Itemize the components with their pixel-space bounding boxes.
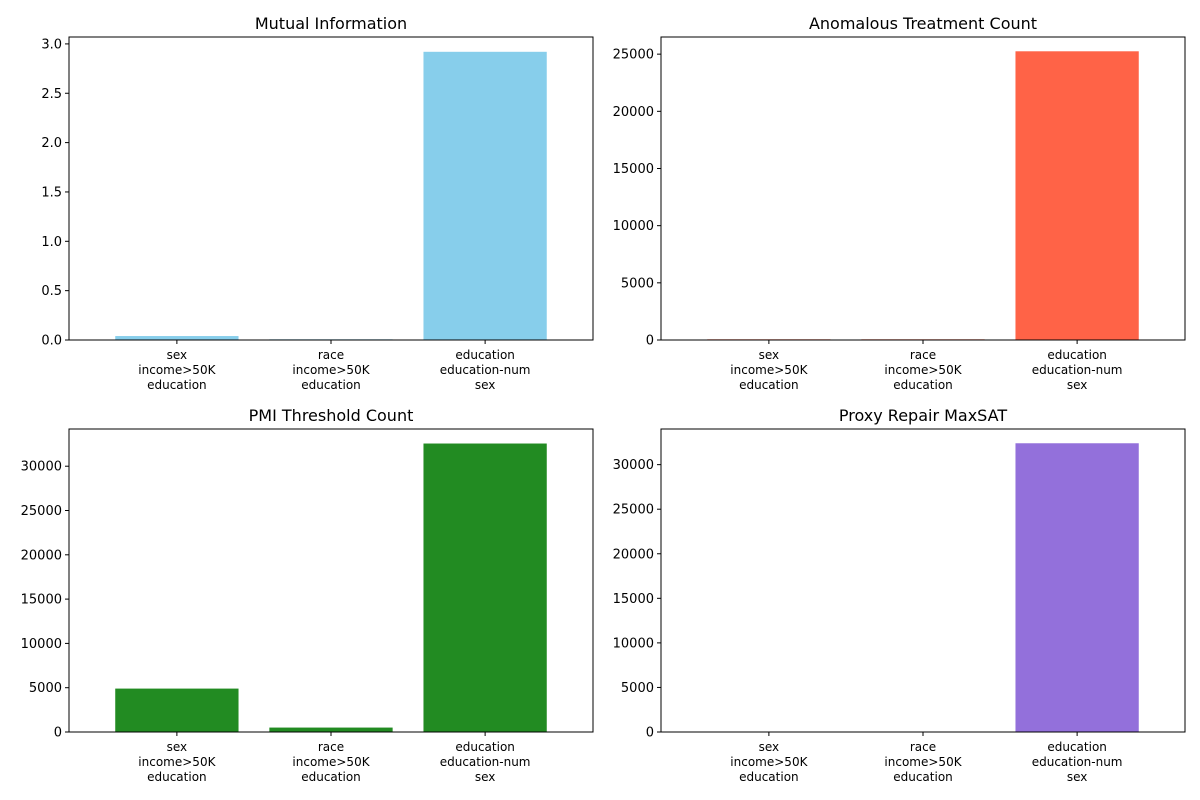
- x-tick-label-2-3: education education-num sex: [1032, 348, 1123, 392]
- x-tick-line: education: [455, 348, 515, 362]
- x-tick-line: income>50K: [138, 755, 216, 769]
- x-tick-label-1-1: sex income>50K education: [138, 348, 216, 392]
- x-tick-label-1-2: race income>50K education: [292, 348, 370, 392]
- x-tick-line: education-num: [1032, 363, 1123, 377]
- x-tick-line: income>50K: [292, 755, 370, 769]
- bar-4-3: [1015, 443, 1139, 732]
- bar-1-3: [423, 51, 547, 341]
- y-tick-label-1-4: 1.5: [41, 185, 62, 200]
- x-tick-label-3-1: sex income>50K education: [138, 740, 216, 784]
- x-tick-line: education: [301, 378, 361, 392]
- chart-title-3: PMI Threshold Count: [249, 406, 414, 425]
- x-tick-line: sex: [759, 348, 780, 362]
- y-tick-label-2-5: 20000: [613, 105, 654, 120]
- axes-frame: [660, 36, 1186, 341]
- x-tick-line: income>50K: [884, 755, 962, 769]
- x-tick-line: education: [301, 770, 361, 784]
- x-tick-line: education-num: [1032, 755, 1123, 769]
- x-tick-label-4-3: education education-num sex: [1032, 740, 1123, 784]
- x-tick-line: race: [910, 740, 936, 754]
- x-tick-line: education-num: [440, 363, 531, 377]
- x-tick-line: race: [910, 348, 936, 362]
- x-tick-line: education: [1047, 348, 1107, 362]
- x-tick-line: education-num: [440, 755, 531, 769]
- x-tick-line: sex: [167, 348, 188, 362]
- y-tick-label-2-6: 25000: [613, 48, 654, 63]
- y-tick-label-3-4: 15000: [21, 593, 62, 608]
- x-tick-line: education: [739, 770, 799, 784]
- x-tick-line: income>50K: [730, 363, 808, 377]
- x-tick-line: education: [147, 378, 207, 392]
- x-tick-line: income>50K: [292, 363, 370, 377]
- x-tick-line: education: [455, 740, 515, 754]
- y-tick-label-4-3: 10000: [613, 636, 654, 651]
- x-tick-label-3-2: race income>50K education: [292, 740, 370, 784]
- x-tick-label-1-3: education education-num sex: [440, 348, 531, 392]
- x-tick-line: education: [147, 770, 207, 784]
- axes-frame: [68, 36, 594, 341]
- y-tick-label-1-5: 2.0: [41, 136, 62, 151]
- y-tick-label-1-7: 3.0: [41, 37, 62, 52]
- x-tick-label-4-1: sex income>50K education: [730, 740, 808, 784]
- y-tick-label-4-6: 25000: [613, 503, 654, 518]
- y-tick-label-4-1: 0: [646, 726, 654, 741]
- x-tick-line: race: [318, 348, 344, 362]
- y-tick-label-2-2: 5000: [621, 276, 654, 291]
- x-tick-line: sex: [475, 770, 496, 784]
- x-tick-line: sex: [475, 378, 496, 392]
- y-tick-label-3-3: 10000: [21, 637, 62, 652]
- y-tick-label-4-4: 15000: [613, 592, 654, 607]
- chart-title-2: Anomalous Treatment Count: [809, 14, 1037, 33]
- y-tick-label-2-4: 15000: [613, 162, 654, 177]
- y-tick-label-1-3: 1.0: [41, 235, 62, 250]
- x-tick-label-3-3: education education-num sex: [440, 740, 531, 784]
- y-tick-label-3-7: 30000: [21, 460, 62, 475]
- chart-title-1: Mutual Information: [255, 14, 407, 33]
- x-tick-label-2-2: race income>50K education: [884, 348, 962, 392]
- y-tick-label-1-1: 0.0: [41, 334, 62, 349]
- y-tick-label-3-1: 0: [54, 726, 62, 741]
- bar-1-1: [115, 336, 239, 340]
- chart-title-4: Proxy Repair MaxSAT: [839, 406, 1007, 425]
- x-tick-line: income>50K: [884, 363, 962, 377]
- y-tick-label-1-6: 2.5: [41, 87, 62, 102]
- y-tick-label-2-1: 0: [646, 334, 654, 349]
- bar-3-2: [269, 727, 393, 732]
- x-tick-line: education: [739, 378, 799, 392]
- y-tick-label-2-3: 10000: [613, 219, 654, 234]
- y-tick-label-4-5: 20000: [613, 547, 654, 562]
- axes-frame: [68, 428, 594, 733]
- x-tick-line: education: [1047, 740, 1107, 754]
- x-tick-label-2-1: sex income>50K education: [730, 348, 808, 392]
- x-tick-label-4-2: race income>50K education: [884, 740, 962, 784]
- x-tick-line: sex: [1067, 378, 1088, 392]
- y-tick-label-1-2: 0.5: [41, 284, 62, 299]
- x-tick-line: sex: [759, 740, 780, 754]
- axes-frame: [660, 428, 1186, 733]
- y-tick-label-4-2: 5000: [621, 681, 654, 696]
- y-tick-label-3-5: 20000: [21, 548, 62, 563]
- x-tick-line: income>50K: [138, 363, 216, 377]
- x-tick-line: education: [893, 378, 953, 392]
- x-tick-line: race: [318, 740, 344, 754]
- x-tick-line: education: [893, 770, 953, 784]
- x-tick-line: sex: [1067, 770, 1088, 784]
- y-tick-label-3-6: 25000: [21, 504, 62, 519]
- bar-2-3: [1015, 51, 1139, 340]
- x-tick-line: sex: [167, 740, 188, 754]
- bar-3-1: [115, 688, 239, 732]
- y-tick-label-4-7: 30000: [613, 458, 654, 473]
- x-tick-line: income>50K: [730, 755, 808, 769]
- bar-3-3: [423, 443, 547, 732]
- y-tick-label-3-2: 5000: [29, 681, 62, 696]
